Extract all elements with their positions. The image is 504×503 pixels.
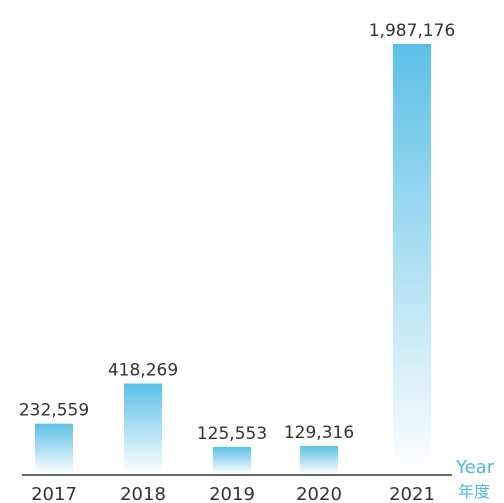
value-label-2019: 125,553	[197, 424, 267, 444]
x-axis-label-zh: 年度	[458, 482, 490, 501]
x-tick-label-2020: 2020	[296, 484, 342, 503]
x-tick-label-2018: 2018	[120, 484, 166, 503]
x-tick-label-2019: 2019	[209, 484, 255, 503]
bars-group	[35, 44, 431, 474]
bar-2018	[124, 383, 162, 474]
value-label-2018: 418,269	[108, 360, 178, 380]
value-label-2021: 1,987,176	[369, 21, 456, 41]
bar-2020	[300, 446, 338, 474]
bar-2021	[393, 44, 431, 474]
x-tick-labels-group: 2017 2018 2019 2020 2021	[31, 484, 435, 503]
bar-2019	[213, 446, 251, 474]
value-labels-group: 232,559 418,269 125,553 129,316 1,987,176	[19, 21, 455, 444]
value-label-2017: 232,559	[19, 401, 89, 421]
x-tick-label-2017: 2017	[31, 484, 77, 503]
bar-2017	[35, 423, 73, 474]
x-tick-label-2021: 2021	[389, 484, 435, 503]
value-label-2020: 129,316	[284, 423, 354, 443]
x-axis-label-en: Year	[455, 457, 495, 478]
